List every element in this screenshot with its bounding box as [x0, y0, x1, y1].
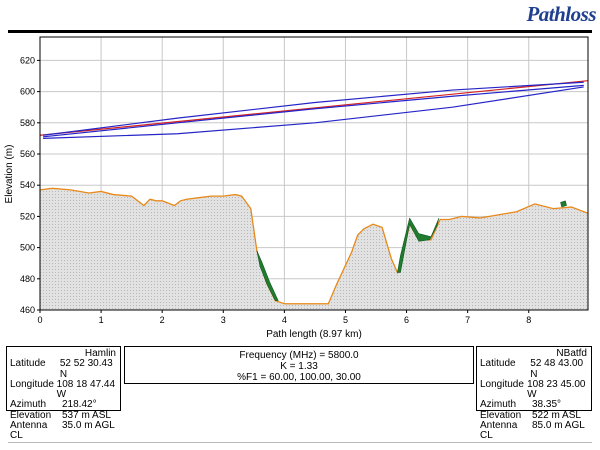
site-right-panel: NBatfd Latitude 52 48 43.00 N Longitude 10… [476, 346, 592, 441]
site-left-row: Longitude 108 18 47.44 W [10, 378, 116, 401]
pathloss-logo: Pathloss [526, 2, 596, 26]
y-tick-label: 580 [20, 118, 35, 128]
vegetation-patch [560, 200, 567, 208]
site-left-row: Latitude 52 52 30.43 N [10, 358, 113, 380]
ray-layer [40, 80, 588, 139]
site-left-row: Azimuth 218.42° [10, 399, 97, 411]
y-axis-label: Elevation (m) [4, 145, 15, 204]
y-tick-label: 600 [20, 87, 35, 97]
fresnel-text: %F1 = 60.00, 100.00, 30.00 [237, 372, 361, 383]
x-tick-label: 4 [282, 315, 287, 325]
link-parameters-panel: Frequency (MHz) = 5800.0 K = 1.33 %F1 = … [124, 346, 474, 384]
site-left-row: Antenna CL 35.0 m AGL [10, 420, 115, 442]
site-left-name: Hamlin [84, 348, 116, 359]
site-right-name: NBatfd [556, 348, 587, 359]
bottom-rule [8, 442, 592, 443]
site-right-row: Latitude 52 48 43.00 N [480, 358, 584, 380]
fresnel-ray [43, 86, 584, 139]
vegetation-patch [256, 250, 279, 301]
y-tick-label: 540 [20, 180, 35, 190]
y-axis-ticks: 460 480 500 520 540 560 580 600 620 [20, 55, 40, 315]
terrain-profile-line [40, 187, 588, 305]
terrain-layer [40, 187, 588, 310]
fresnel-ray [42, 81, 584, 136]
site-left-row: Elevation 537 m ASL [10, 409, 111, 421]
site-right-row: Azimuth 38.35° [480, 399, 562, 411]
x-tick-label: 5 [343, 315, 348, 325]
y-tick-label: 460 [20, 305, 35, 315]
x-tick-label: 2 [160, 315, 165, 325]
x-tick-label: 6 [404, 315, 409, 325]
top-rule [8, 30, 592, 33]
y-tick-label: 480 [20, 274, 35, 284]
x-tick-label: 8 [526, 315, 531, 325]
vegetation-layer [256, 200, 567, 301]
site-right-row: Antenna CL 85.0 m AGL [480, 420, 585, 442]
y-tick-label: 500 [20, 243, 35, 253]
y-tick-label: 560 [20, 149, 35, 159]
site-left-panel: Hamlin Latitude 52 52 30.43 N Longitude 10… [6, 346, 121, 441]
x-tick-label: 0 [37, 315, 42, 325]
y-tick-label: 520 [20, 211, 35, 221]
x-axis-label: Path length (8.97 km) [266, 329, 362, 340]
x-tick-label: 3 [221, 315, 226, 325]
plot-frame [39, 36, 589, 311]
fresnel-ray [42, 84, 584, 138]
x-tick-label: 7 [465, 315, 470, 325]
terrain-fill [40, 188, 588, 310]
x-axis-ticks: 0 1 2 3 4 5 6 7 8 [37, 310, 531, 325]
vegetation-patch [397, 217, 440, 273]
x-tick-label: 1 [99, 315, 104, 325]
k-factor-text: K = 1.33 [280, 361, 318, 372]
elevation-profile-chart: 0 1 2 3 4 5 6 7 8 460 480 500 520 540 560 580 600 620 Pa… [4, 36, 589, 340]
site-right-row: Elevation 522 m ASL [480, 409, 581, 421]
frequency-text: Frequency (MHz) = 5800.0 [239, 350, 359, 361]
line-of-sight [40, 80, 588, 136]
y-tick-label: 620 [20, 55, 35, 65]
site-right-row: Longitude 108 23 45.00 W [480, 378, 586, 401]
